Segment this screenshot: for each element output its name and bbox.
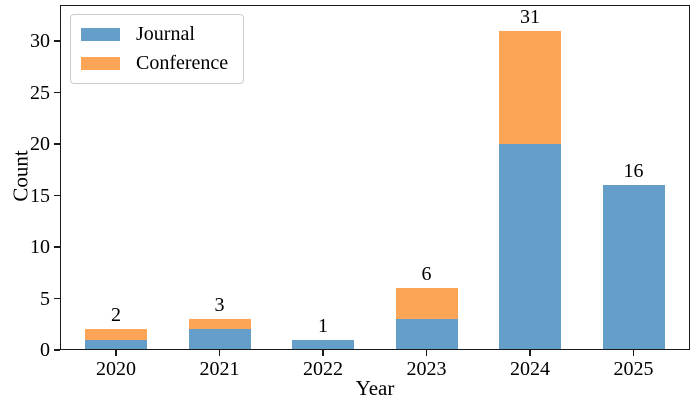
x-tick-label: 2024 <box>510 358 550 380</box>
legend-swatch-journal <box>81 28 120 41</box>
y-axis-title: Count <box>8 150 33 202</box>
bar-total-label: 2 <box>111 304 121 327</box>
y-tick-mark <box>54 246 60 248</box>
x-tick-mark <box>529 350 531 356</box>
x-tick-label: 2025 <box>613 358 654 380</box>
bar-segment-journal <box>602 185 665 350</box>
bar-segment-journal <box>85 339 147 350</box>
bar-segment-journal <box>395 319 458 350</box>
legend-item-conference: Conference <box>81 51 228 76</box>
bar-total-label: 1 <box>318 314 328 337</box>
y-tick-label: 25 <box>30 81 50 104</box>
plot-area <box>60 5 690 350</box>
x-tick-mark <box>425 350 428 356</box>
bar-segment-conference <box>395 288 458 320</box>
y-tick-label: 30 <box>30 30 50 53</box>
bar-segment-conference <box>85 329 147 340</box>
bar-total-label: 31 <box>520 5 540 28</box>
x-tick-mark <box>322 350 324 356</box>
bar-segment-journal <box>188 329 251 350</box>
bar-total-label: 6 <box>421 263 432 286</box>
bar-total-label: 16 <box>623 160 644 183</box>
y-tick-mark <box>54 349 60 351</box>
x-tick-mark <box>632 350 635 356</box>
bar-segment-journal <box>499 144 561 350</box>
y-tick-label: 20 <box>30 133 50 156</box>
bar-total-label: 3 <box>214 294 225 317</box>
legend-item-journal: Journal <box>81 22 228 47</box>
x-axis-title: Year <box>355 376 395 400</box>
legend-swatch-conference <box>81 57 120 70</box>
y-tick-label: 15 <box>30 184 50 207</box>
y-tick-mark <box>54 91 60 94</box>
y-tick-mark <box>54 297 60 300</box>
x-tick-label: 2020 <box>96 358 136 380</box>
bar-segment-conference <box>188 319 251 330</box>
x-tick-mark <box>218 350 221 356</box>
x-tick-mark <box>115 350 117 356</box>
legend: Journal Conference <box>70 14 245 84</box>
y-tick-mark <box>54 194 60 197</box>
x-tick-label: 2021 <box>199 358 240 380</box>
y-tick-label: 0 <box>40 339 50 361</box>
bar-segment-conference <box>499 30 561 145</box>
bar-segment-journal <box>292 339 354 350</box>
x-tick-label: 2022 <box>303 358 343 380</box>
legend-label: Journal <box>136 23 195 45</box>
legend-label: Conference <box>136 52 229 74</box>
y-tick-mark <box>54 40 60 42</box>
y-tick-label: 10 <box>30 236 50 258</box>
y-tick-mark <box>54 143 60 145</box>
x-tick-label: 2023 <box>406 358 447 380</box>
y-tick-label: 5 <box>40 287 50 310</box>
